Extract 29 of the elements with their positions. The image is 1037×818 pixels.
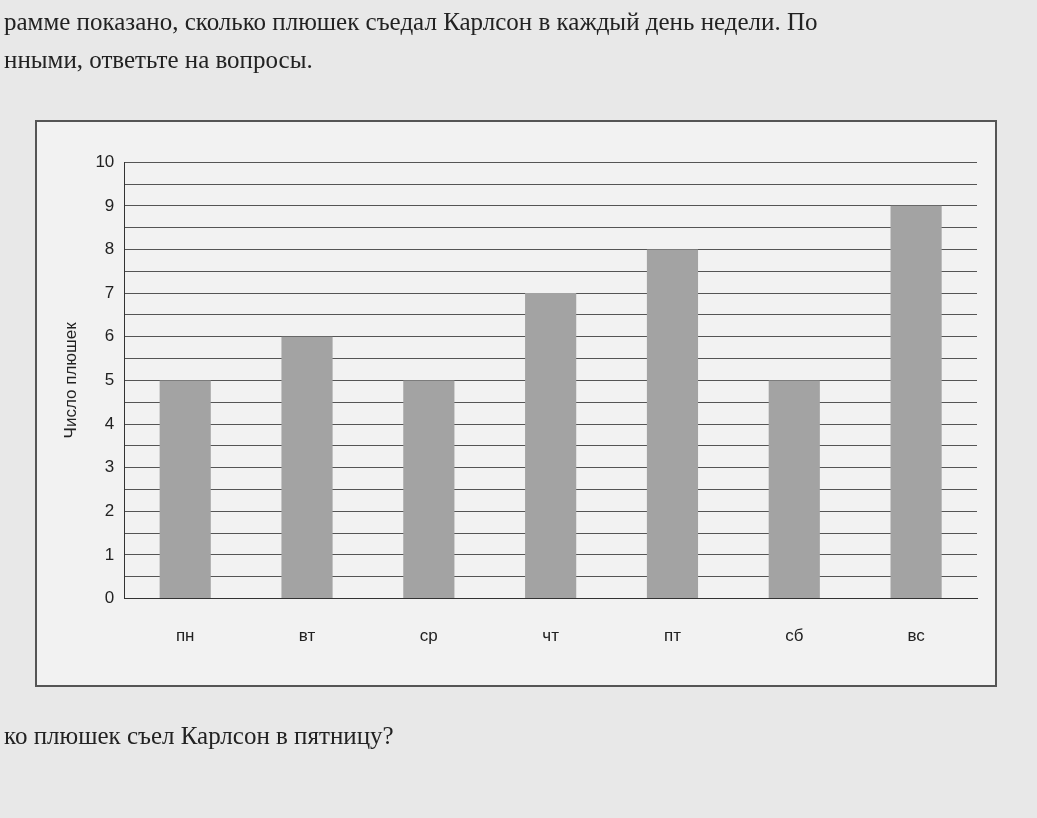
x-tick-label: чт bbox=[542, 626, 560, 646]
x-tick-label: сб bbox=[785, 626, 804, 646]
y-tick-label: 2 bbox=[104, 501, 115, 521]
x-tick-label: ср bbox=[419, 626, 438, 646]
bar bbox=[646, 249, 699, 599]
bar bbox=[890, 205, 942, 599]
bar bbox=[281, 336, 333, 599]
bar bbox=[403, 380, 455, 599]
chart-subtitle: нными, ответьте на вопросы. bbox=[4, 46, 313, 74]
bar bbox=[525, 293, 577, 599]
chart-title: рамме показано, сколько плюшек съедал Карлсон в каждый день недели. По bbox=[4, 8, 818, 36]
y-tick-label: 7 bbox=[104, 282, 115, 302]
y-tick-label: 3 bbox=[104, 457, 115, 477]
y-tick-label: 6 bbox=[104, 326, 115, 346]
y-tick-label: 9 bbox=[104, 195, 115, 215]
x-tick-label: пт bbox=[663, 626, 682, 646]
x-tick-label: вс bbox=[907, 626, 926, 646]
text: ко плюшек съел Карлсон в пятницу? bbox=[4, 722, 394, 750]
bar bbox=[159, 380, 211, 599]
bar bbox=[768, 380, 820, 599]
x-tick-label: вт bbox=[298, 626, 316, 646]
y-tick-label: 8 bbox=[104, 239, 115, 259]
x-tick-label: пн bbox=[175, 626, 195, 646]
y-tick-label: 4 bbox=[104, 413, 115, 433]
y-tick-label: 5 bbox=[104, 370, 115, 390]
y-tick-label: 0 bbox=[104, 588, 115, 608]
y-axis-title: Число плюшек bbox=[60, 321, 80, 439]
y-tick-label: 1 bbox=[104, 544, 115, 564]
y-tick-label: 10 bbox=[95, 151, 115, 171]
